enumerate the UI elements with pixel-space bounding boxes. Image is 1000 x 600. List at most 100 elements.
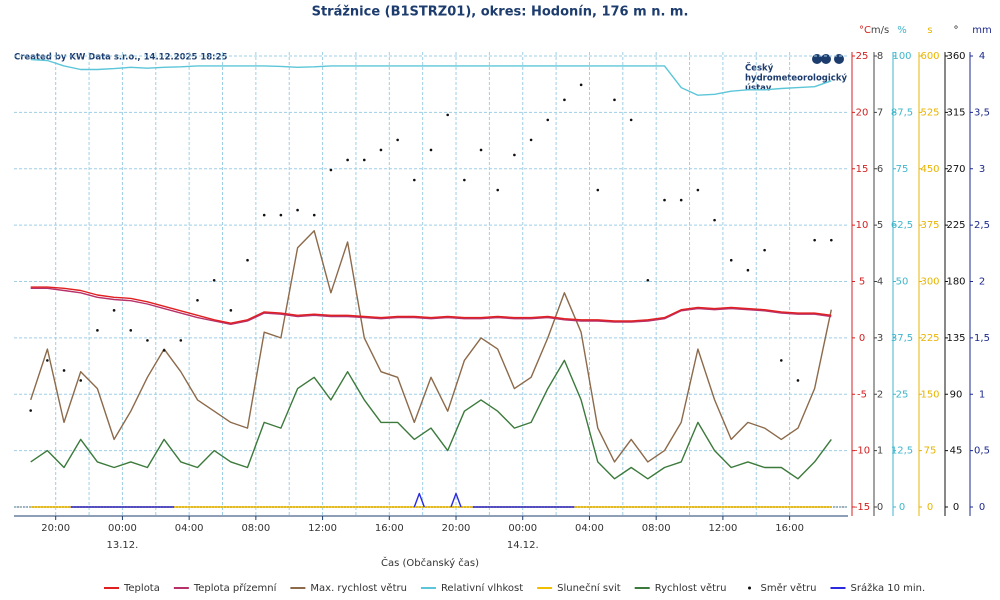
y-tick-label: 300 xyxy=(920,277,939,288)
y-tick-label: 2,5 xyxy=(974,220,990,231)
x-tick-label: 16:00 xyxy=(775,523,804,534)
x-tick-label: 08:00 xyxy=(241,523,270,534)
direction-dot xyxy=(413,178,416,182)
x-tick-label: 20:00 xyxy=(41,523,70,534)
y-tick-label: 45 xyxy=(950,446,963,457)
x-tick-label: 04:00 xyxy=(175,523,204,534)
x-tick-label: 04:00 xyxy=(575,523,604,534)
direction-dot xyxy=(596,188,600,192)
y-tick-label: 360 xyxy=(946,51,965,62)
y-tick-label: 1,5 xyxy=(974,333,990,344)
direction-dot xyxy=(312,213,316,217)
direction-dot xyxy=(579,83,583,87)
x-tick-label: 00:00 xyxy=(508,523,537,534)
direction-dot xyxy=(629,118,633,122)
direction-dot xyxy=(729,258,733,262)
x-tick-label: 12:00 xyxy=(708,523,737,534)
legend-label: Sluneční svit xyxy=(557,582,621,594)
y-tick-label: 315 xyxy=(946,107,965,118)
y-axis-unit: s xyxy=(927,25,932,36)
x-date-label: 14.12. xyxy=(507,540,539,551)
direction-dot xyxy=(396,138,399,142)
y-tick-label: 10 xyxy=(856,220,869,231)
x-axis-title: Čas (Občanský čas) xyxy=(381,556,479,569)
series-line xyxy=(30,58,832,96)
y-tick-label: 25 xyxy=(856,51,869,62)
y-tick-label: 90 xyxy=(950,389,963,400)
y-axis-unit: % xyxy=(897,25,907,36)
y-tick-label: 180 xyxy=(946,277,965,288)
y-tick-label: 450 xyxy=(920,164,939,175)
direction-dot xyxy=(212,278,216,282)
y-axis-unit: mm xyxy=(972,25,991,36)
series-dots xyxy=(29,83,833,412)
direction-dot xyxy=(296,208,299,212)
y-tick-label: 6 xyxy=(877,164,883,175)
direction-dot xyxy=(479,148,483,152)
y-tick-label: 1 xyxy=(979,389,985,400)
legend-label: Teplota xyxy=(123,583,160,594)
direction-dot xyxy=(96,329,99,332)
legend-label: Srážka 10 min. xyxy=(851,582,926,594)
direction-dot xyxy=(513,153,516,157)
y-tick-label: -5 xyxy=(857,389,867,400)
legend-label: Teplota přízemní xyxy=(193,582,278,594)
direction-dot xyxy=(362,158,366,162)
direction-dot xyxy=(463,178,466,182)
direction-dot xyxy=(613,98,616,102)
y-tick-label: 50 xyxy=(896,277,909,288)
x-tick-label: 12:00 xyxy=(308,523,337,534)
direction-dot xyxy=(112,309,116,312)
y-tick-label: 1 xyxy=(877,446,883,457)
direction-dot xyxy=(546,118,550,122)
y-tick-label: 2 xyxy=(877,389,883,400)
created-note: Created by KW Data s.r.o., 14.12.2025 18… xyxy=(14,53,227,63)
y-tick-label: 100 xyxy=(892,51,911,62)
y-tick-label: 12,5 xyxy=(891,446,913,457)
y-tick-label: 225 xyxy=(946,220,965,231)
logo-text: hydrometeorologický xyxy=(745,74,847,84)
legend-label: Relativní vlhkost xyxy=(441,582,523,594)
y-axis-unit: m/s xyxy=(871,25,889,36)
y-tick-label: 15 xyxy=(856,164,869,175)
legend-label: Směr větru xyxy=(761,582,817,594)
y-tick-label: 20 xyxy=(856,107,869,118)
direction-dot xyxy=(529,138,533,142)
direction-dot xyxy=(679,198,683,202)
x-tick-label: 00:00 xyxy=(108,523,137,534)
y-tick-label: 37,5 xyxy=(891,333,913,344)
direction-dot xyxy=(29,409,32,412)
y-tick-label: 270 xyxy=(946,164,965,175)
y-tick-label: 25 xyxy=(896,389,909,400)
y-axis-unit: ° xyxy=(954,25,959,36)
y-tick-label: 135 xyxy=(946,333,965,344)
direction-dot xyxy=(563,98,566,102)
y-tick-label: 4 xyxy=(877,277,883,288)
y-tick-label: 87,5 xyxy=(891,107,913,118)
direction-dot xyxy=(329,168,333,172)
direction-dot xyxy=(646,278,650,282)
logo-text: Český xyxy=(745,62,774,74)
series-line xyxy=(30,230,832,463)
direction-dot xyxy=(746,268,750,272)
y-tick-label: 3 xyxy=(979,164,985,175)
x-tick-label: 20:00 xyxy=(442,523,471,534)
y-tick-label: 225 xyxy=(920,333,939,344)
direction-dot xyxy=(763,248,766,252)
y-tick-label: -15 xyxy=(854,502,870,513)
direction-dot xyxy=(46,359,49,362)
y-tick-label: 600 xyxy=(920,51,939,62)
direction-dot xyxy=(830,238,833,242)
x-tick-label: 08:00 xyxy=(642,523,671,534)
grid xyxy=(14,52,848,516)
legend-label: Rychlost větru xyxy=(655,582,727,594)
y-tick-label: 3 xyxy=(877,333,883,344)
direction-dot xyxy=(162,349,166,352)
x-tick-label: 16:00 xyxy=(375,523,404,534)
series-line xyxy=(30,359,832,480)
y-tick-label: 4 xyxy=(979,51,985,62)
direction-dot xyxy=(713,218,716,222)
direction-dot xyxy=(446,113,449,117)
y-tick-label: 375 xyxy=(920,220,939,231)
